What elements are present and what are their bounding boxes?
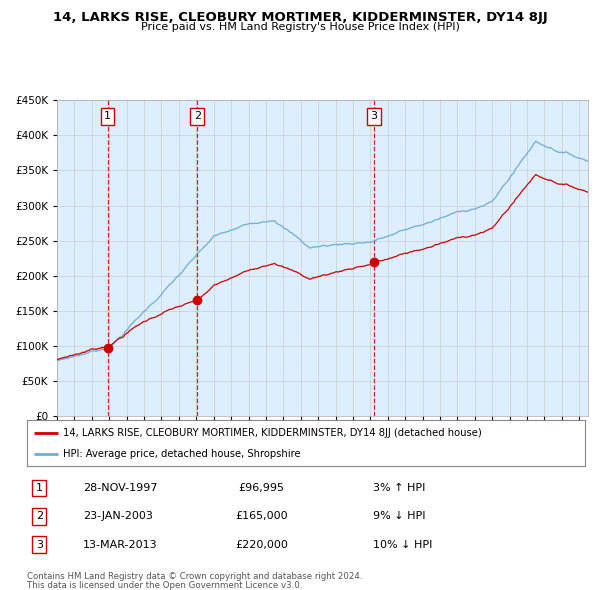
Text: £220,000: £220,000 — [235, 540, 288, 549]
Text: This data is licensed under the Open Government Licence v3.0.: This data is licensed under the Open Gov… — [27, 581, 302, 590]
Text: Contains HM Land Registry data © Crown copyright and database right 2024.: Contains HM Land Registry data © Crown c… — [27, 572, 362, 581]
Text: £165,000: £165,000 — [235, 512, 287, 521]
Text: 14, LARKS RISE, CLEOBURY MORTIMER, KIDDERMINSTER, DY14 8JJ (detached house): 14, LARKS RISE, CLEOBURY MORTIMER, KIDDE… — [63, 428, 482, 438]
Text: 1: 1 — [104, 112, 111, 122]
Text: 23-JAN-2003: 23-JAN-2003 — [83, 512, 152, 521]
Text: 28-NOV-1997: 28-NOV-1997 — [83, 483, 157, 493]
Text: 3: 3 — [36, 540, 43, 549]
Text: 10% ↓ HPI: 10% ↓ HPI — [373, 540, 433, 549]
Text: 1: 1 — [36, 483, 43, 493]
Text: 13-MAR-2013: 13-MAR-2013 — [83, 540, 157, 549]
Text: 9% ↓ HPI: 9% ↓ HPI — [373, 512, 425, 521]
Text: Price paid vs. HM Land Registry's House Price Index (HPI): Price paid vs. HM Land Registry's House … — [140, 22, 460, 32]
Text: 2: 2 — [36, 512, 43, 521]
Text: 2: 2 — [194, 112, 201, 122]
Text: HPI: Average price, detached house, Shropshire: HPI: Average price, detached house, Shro… — [63, 448, 301, 458]
Text: £96,995: £96,995 — [238, 483, 284, 493]
Text: 3: 3 — [371, 112, 377, 122]
Text: 14, LARKS RISE, CLEOBURY MORTIMER, KIDDERMINSTER, DY14 8JJ: 14, LARKS RISE, CLEOBURY MORTIMER, KIDDE… — [53, 11, 547, 24]
Text: 3% ↑ HPI: 3% ↑ HPI — [373, 483, 425, 493]
